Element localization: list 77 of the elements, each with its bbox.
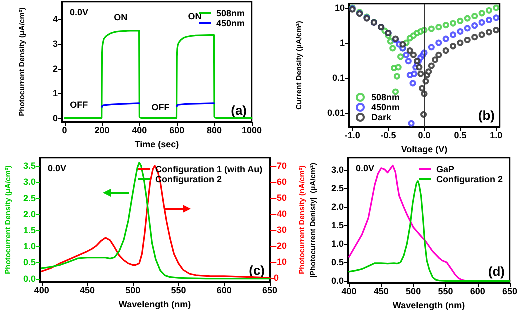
x-tick-label: 0.0 (418, 130, 431, 140)
y-tick-label: 0.01 (327, 108, 345, 118)
y-tick-label: 0.0 (331, 276, 344, 286)
legend-label: Configuration 2 (436, 174, 504, 184)
annotation: 0.0V (356, 164, 375, 174)
x-axis-title: Wavelength (nm) (392, 300, 466, 310)
y-tick-label: 1.0 (331, 239, 344, 250)
y-tick-label: 10 (334, 2, 345, 13)
y-tick-label: 2 (52, 64, 58, 74)
x-tick-label: 1.0 (490, 130, 503, 140)
y-tick-label: 3.0 (331, 165, 344, 176)
x-tick-label: 400 (132, 126, 148, 136)
x-tick-label: 550 (171, 286, 186, 296)
y-tick-label: 3.0 (23, 177, 36, 188)
x-axis-title: Time (sec) (134, 139, 180, 150)
y-tick-label: 0.5 (23, 258, 36, 268)
annotation: OFF (70, 100, 89, 110)
annotation: (c) (249, 263, 265, 278)
x-tick-label: 200 (94, 126, 110, 136)
y2-tick-label: -60 (274, 177, 288, 187)
y-tick-label: 2.0 (331, 202, 344, 212)
y-tick-label: 1.5 (23, 225, 36, 236)
x-tick-label: -0.5 (380, 130, 396, 140)
x-tick-label: 400 (34, 286, 50, 296)
y-tick-label: 1 (340, 38, 345, 48)
y2-tick-label: -70 (274, 161, 288, 171)
x-tick-label: 600 (170, 126, 185, 136)
y-tick-label: 1 (52, 88, 58, 99)
x-tick-label: 600 (470, 286, 486, 296)
x-tick-label: 550 (438, 286, 454, 296)
legend-label: GaP (436, 164, 455, 174)
y-tick-label: 2.5 (331, 184, 344, 194)
x-tick-label: 500 (406, 286, 422, 296)
annotation: (d) (488, 264, 505, 279)
x-tick-label: -1.0 (344, 130, 360, 140)
y2-tick-label: -40 (274, 209, 288, 219)
legend-label: Dark (372, 112, 393, 122)
y-tick-label: 3 (52, 39, 58, 50)
x-tick-label: 0 (62, 126, 68, 136)
x-tick-label: 1000 (242, 126, 262, 136)
x-tick-label: 500 (126, 286, 141, 296)
legend-label: 508nm (372, 92, 400, 102)
y-tick-label: 0.5 (331, 258, 344, 268)
y-tick-label: 0.1 (332, 73, 345, 84)
y-tick-label: 1.0 (23, 242, 36, 252)
y-tick-label: 2.5 (23, 193, 36, 204)
y-tick-label: 1.5 (331, 220, 344, 231)
y2-tick-label: -10 (274, 257, 288, 267)
x-tick-label: 650 (502, 286, 518, 296)
x-tick-label: 800 (207, 126, 222, 136)
legend-label: 450nm (372, 102, 400, 112)
annotation: 0.0V (48, 164, 67, 174)
annotation: ON (188, 11, 202, 22)
x-tick-label: 0.5 (454, 130, 467, 140)
y2-tick-label: -20 (274, 241, 288, 251)
annotation: ON (114, 12, 128, 23)
x-tick-label: 600 (216, 286, 232, 296)
y2-tick-label: -50 (274, 193, 288, 203)
x-tick-label: 650 (262, 286, 278, 296)
annotation: (b) (478, 108, 495, 123)
legend-label: 450nm (216, 18, 246, 28)
x-tick-label: 450 (374, 286, 389, 296)
y2-tick-label: -30 (274, 225, 288, 235)
annotation: (a) (231, 103, 247, 118)
x-tick-label: 400 (342, 286, 357, 296)
annotation: OFF (152, 102, 170, 113)
y-tick-label: 3.5 (23, 161, 36, 172)
y-tick-label: 4 (52, 14, 58, 24)
y-tick-label: 2.0 (23, 209, 36, 220)
y-tick-label: 0.0 (23, 274, 36, 284)
x-tick-label: 450 (80, 286, 95, 296)
y2-tick-label: 0 (274, 273, 280, 283)
x-axis-title: Wavelength (nm) (118, 299, 192, 310)
annotation: 0.0V (70, 8, 89, 18)
y-tick-label: 0 (52, 113, 58, 124)
legend-label: 508nm (216, 8, 246, 18)
x-axis-title: Voltage (V) (401, 144, 448, 154)
